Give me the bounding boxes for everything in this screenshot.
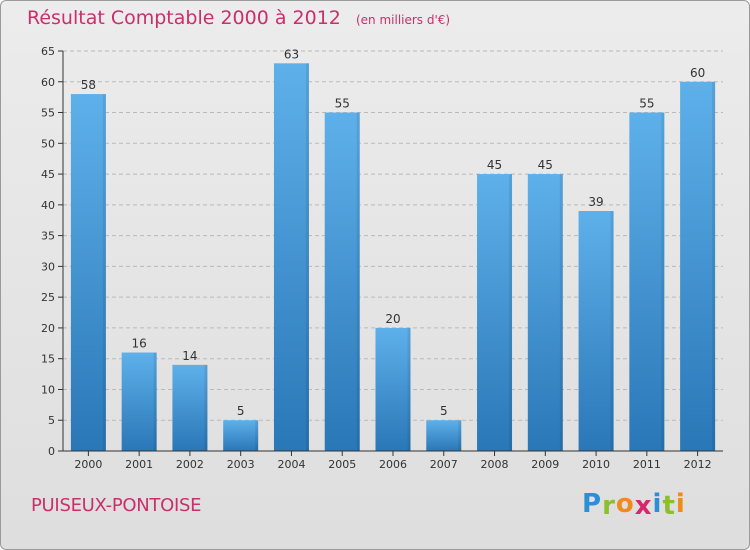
data-label: 45 xyxy=(487,158,502,172)
labels: 0510152025303540455055606558200016200114… xyxy=(41,45,712,471)
bar-shade xyxy=(712,81,716,452)
bar-shade xyxy=(255,420,259,451)
y-tick-label: 35 xyxy=(41,230,55,243)
y-tick-label: 40 xyxy=(41,199,55,212)
bar-shade xyxy=(407,327,411,451)
x-tick-label: 2007 xyxy=(430,458,458,471)
bar xyxy=(223,420,259,451)
y-tick-label: 15 xyxy=(41,353,55,366)
data-label: 20 xyxy=(385,312,400,326)
x-tick-label: 2008 xyxy=(481,458,509,471)
chart-title: Résultat Comptable 2000 à 2012 (en milli… xyxy=(27,7,450,29)
y-tick-label: 65 xyxy=(41,45,55,58)
bar-shade xyxy=(458,420,462,451)
data-label: 55 xyxy=(335,97,350,111)
bar xyxy=(629,112,665,452)
logo-letter: x xyxy=(634,491,653,521)
bar-shade xyxy=(204,364,208,451)
data-label: 60 xyxy=(690,66,705,80)
bar xyxy=(375,327,411,451)
bar xyxy=(477,174,513,452)
x-tick-label: 2011 xyxy=(633,458,661,471)
y-tick-label: 25 xyxy=(41,291,55,304)
bar-shade xyxy=(102,94,106,452)
data-label: 5 xyxy=(237,404,245,418)
y-tick-label: 10 xyxy=(41,383,55,396)
chart-title-main: Résultat Comptable 2000 à 2012 xyxy=(27,7,341,29)
x-tick-label: 2001 xyxy=(125,458,153,471)
logo-letter: t xyxy=(662,491,676,521)
proxiti-logo: Proxiti xyxy=(582,489,686,521)
logo-letter: i xyxy=(675,489,686,519)
data-label: 45 xyxy=(538,158,553,172)
bar xyxy=(426,420,462,451)
bar-shade xyxy=(661,112,665,452)
x-tick-label: 2000 xyxy=(74,458,102,471)
data-label: 14 xyxy=(182,349,197,363)
bar-shade xyxy=(356,112,360,452)
x-tick-label: 2005 xyxy=(328,458,356,471)
logo-letter: r xyxy=(602,491,616,521)
x-tick-label: 2006 xyxy=(379,458,407,471)
data-label: 39 xyxy=(588,195,603,209)
y-tick-label: 5 xyxy=(48,414,55,427)
y-tick-label: 45 xyxy=(41,168,55,181)
x-tick-label: 2004 xyxy=(277,458,305,471)
logo-letter: o xyxy=(615,489,635,519)
data-label: 58 xyxy=(81,78,96,92)
bar xyxy=(273,63,309,452)
bar-shade xyxy=(509,174,513,452)
data-label: 16 xyxy=(132,337,147,351)
bar xyxy=(680,81,716,452)
y-tick-label: 0 xyxy=(48,445,55,458)
bar-shade xyxy=(305,63,309,452)
logo-letter: i xyxy=(652,489,663,519)
axes xyxy=(58,50,723,456)
y-tick-label: 30 xyxy=(41,260,55,273)
y-tick-label: 20 xyxy=(41,322,55,335)
y-tick-label: 50 xyxy=(41,137,55,150)
logo-letter: P xyxy=(582,489,603,519)
data-label: 63 xyxy=(284,47,299,61)
bar xyxy=(578,211,614,451)
commune-name: PUISEUX-PONTOISE xyxy=(31,495,202,516)
chart-subtitle: (en milliers d'€) xyxy=(355,13,451,27)
x-tick-label: 2003 xyxy=(227,458,255,471)
x-tick-label: 2002 xyxy=(176,458,204,471)
bar xyxy=(70,94,106,452)
y-tick-label: 60 xyxy=(41,76,55,89)
x-tick-label: 2010 xyxy=(582,458,610,471)
bar xyxy=(324,112,360,452)
bar xyxy=(121,352,157,451)
data-label: 55 xyxy=(639,97,654,111)
bars xyxy=(70,63,716,452)
bar-shade xyxy=(559,174,563,452)
bar-shade xyxy=(610,211,614,451)
data-label: 5 xyxy=(440,404,448,418)
x-tick-label: 2009 xyxy=(531,458,559,471)
bar-shade xyxy=(153,352,157,451)
bar xyxy=(172,364,208,451)
bar xyxy=(527,174,563,452)
x-tick-label: 2012 xyxy=(684,458,712,471)
y-tick-label: 55 xyxy=(41,107,55,120)
